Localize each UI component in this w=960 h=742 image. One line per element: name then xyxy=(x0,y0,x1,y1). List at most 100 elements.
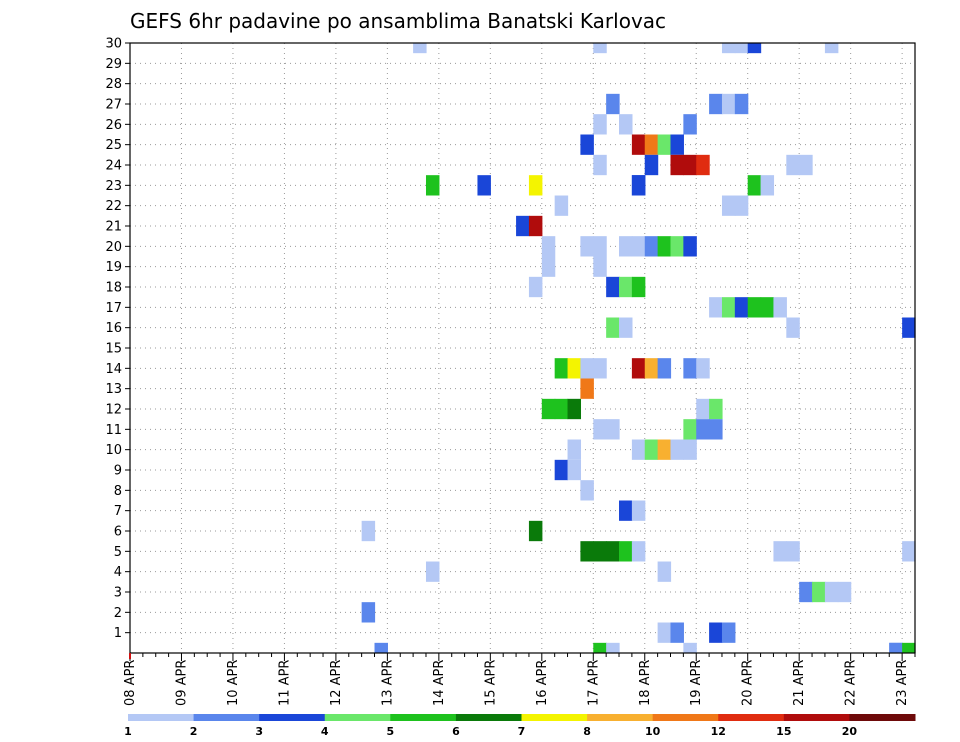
y-tick-label: 17 xyxy=(105,301,122,316)
precip-cell xyxy=(631,500,646,521)
precip-cell xyxy=(631,175,646,196)
precip-cell xyxy=(747,43,762,54)
precip-cell xyxy=(580,480,594,501)
x-tick-label: 23 APR xyxy=(895,660,910,706)
precip-cell xyxy=(567,439,582,460)
y-tick-label: 6 xyxy=(114,525,122,540)
precip-cell xyxy=(619,317,633,338)
precip-cell xyxy=(554,398,569,420)
y-tick-label: 21 xyxy=(105,220,122,235)
precip-cell xyxy=(606,419,620,440)
colorbar-swatch xyxy=(455,714,522,721)
precip-cell xyxy=(657,561,672,582)
y-tick-label: 14 xyxy=(105,362,122,377)
precip-cell xyxy=(374,642,388,653)
precip-cell xyxy=(554,459,569,481)
colorbar-label: 3 xyxy=(255,725,263,738)
precip-cell xyxy=(657,236,672,257)
chart-title: GEFS 6hr padavine po ansamblima Banatski… xyxy=(130,9,666,33)
precip-cell xyxy=(619,276,633,298)
x-tick-label: 20 APR xyxy=(741,660,756,706)
colorbar-label: 8 xyxy=(583,725,591,738)
colorbar-swatch xyxy=(390,714,457,721)
precip-cell xyxy=(683,236,697,257)
y-tick-label: 20 xyxy=(105,240,122,255)
y-tick-label: 16 xyxy=(105,321,122,336)
precip-cell xyxy=(606,276,620,298)
precip-cell xyxy=(619,500,633,521)
colorbar-label: 4 xyxy=(321,725,329,738)
precip-cell xyxy=(773,541,787,562)
precip-cell xyxy=(528,175,543,196)
precip-cell xyxy=(734,43,749,54)
precip-cell xyxy=(683,439,697,460)
precip-cell xyxy=(528,276,543,298)
precip-cell xyxy=(837,581,852,603)
precip-cell xyxy=(902,642,916,653)
precip-cell xyxy=(606,93,620,115)
y-tick-label: 25 xyxy=(105,138,122,153)
y-tick-label: 15 xyxy=(105,342,122,357)
precip-cell xyxy=(799,154,813,176)
y-tick-label: 12 xyxy=(105,403,122,418)
precip-cell xyxy=(425,175,440,196)
x-tick-label: 15 APR xyxy=(483,660,498,706)
grid-lines xyxy=(130,43,915,653)
precip-cell xyxy=(709,297,723,318)
precip-cell xyxy=(593,114,607,135)
y-tick-label: 9 xyxy=(114,464,122,479)
precip-cell xyxy=(812,581,826,603)
precip-cell xyxy=(670,154,684,176)
y-tick-label: 11 xyxy=(105,423,122,438)
y-tick-label: 30 xyxy=(105,37,122,52)
x-tick-label: 11 APR xyxy=(277,660,292,706)
colorbar-label: 15 xyxy=(776,725,791,738)
precip-cell xyxy=(425,561,440,582)
precip-cell xyxy=(799,581,813,603)
precip-cell xyxy=(657,134,672,155)
precip-cell xyxy=(786,317,800,338)
y-tick-label: 24 xyxy=(105,159,122,174)
x-tick-label: 10 APR xyxy=(226,660,241,706)
precip-cell xyxy=(554,358,569,379)
y-tick-label: 10 xyxy=(105,443,122,458)
precip-cell xyxy=(516,215,530,237)
precip-cell xyxy=(644,236,659,257)
colorbar-swatch xyxy=(587,714,654,721)
y-tick-label: 1 xyxy=(114,626,122,641)
precip-cell xyxy=(747,297,762,318)
precip-cell xyxy=(709,622,723,643)
precip-cell xyxy=(721,43,736,54)
x-axis-ticks: 08 APR 09 APR 10 APR 11 APR 12 APR 13 APR 14 A… xyxy=(123,653,916,706)
x-tick-label: 17 APR xyxy=(586,660,601,706)
precip-cell xyxy=(631,236,646,257)
precip-cell xyxy=(477,175,491,196)
y-tick-label: 27 xyxy=(105,98,122,113)
colorbar: 1 2 3 4 5 6 7 8 10 12 15 20 xyxy=(124,714,916,738)
colorbar-swatch xyxy=(259,714,326,721)
precip-cell xyxy=(683,419,697,440)
precip-cell xyxy=(747,175,762,196)
x-tick-label: 12 APR xyxy=(329,660,344,706)
precip-cell xyxy=(696,154,710,176)
precip-cell xyxy=(670,439,684,460)
y-tick-label: 18 xyxy=(105,281,122,296)
precip-cell xyxy=(580,236,594,257)
precip-cell xyxy=(606,541,620,562)
colorbar-label: 7 xyxy=(518,725,526,738)
precip-cell xyxy=(593,541,607,562)
x-tick-label: 21 APR xyxy=(792,660,807,706)
precip-cell xyxy=(541,398,556,420)
precip-cell xyxy=(657,622,672,643)
precip-cell xyxy=(721,297,736,318)
precip-cell xyxy=(593,358,607,379)
x-tick-label: 19 APR xyxy=(689,660,704,706)
precip-cell xyxy=(696,358,710,379)
colorbar-label: 12 xyxy=(711,725,726,738)
x-tick-label: 09 APR xyxy=(174,660,189,706)
precip-cell xyxy=(619,541,633,562)
precip-cell xyxy=(696,398,710,420)
precip-cell xyxy=(902,317,916,338)
precip-cell xyxy=(541,236,556,257)
x-tick-label: 18 APR xyxy=(638,660,653,706)
